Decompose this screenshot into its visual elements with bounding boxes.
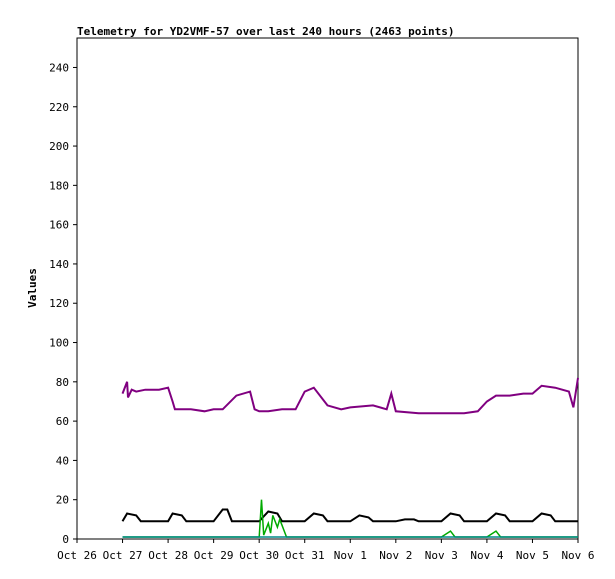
y-tick-label: 80	[56, 376, 69, 389]
y-tick-label: 200	[49, 140, 69, 153]
chart-title: Telemetry for YD2VMF-57 over last 240 ho…	[77, 25, 455, 38]
x-tick-label: Nov 6	[561, 549, 594, 562]
y-axis: 0 20 40 60 80 100 120 140 160 180 200 220 240	[49, 61, 77, 546]
x-tick-label: Oct 31	[285, 549, 325, 562]
y-tick-label: 140	[49, 258, 69, 271]
y-tick-label: 240	[49, 61, 69, 74]
x-tick-label: Oct 26	[57, 549, 97, 562]
plot-frame	[76, 37, 579, 540]
y-tick-label: 100	[49, 337, 69, 350]
y-tick-label: 0	[62, 533, 69, 546]
x-tick-label: Nov 3	[425, 549, 458, 562]
y-tick-label: 160	[49, 219, 69, 232]
series-layer	[121, 377, 579, 538]
y-tick-label: 20	[56, 494, 69, 507]
y-tick-label: 40	[56, 454, 69, 467]
x-tick-label: Nov 5	[516, 549, 549, 562]
series-line-1	[121, 377, 579, 415]
x-tick-label: Oct 30	[239, 549, 279, 562]
x-tick-label: Nov 4	[470, 549, 503, 562]
y-tick-label: 220	[49, 101, 69, 114]
y-tick-label: 60	[56, 415, 69, 428]
y-axis-label: Values	[26, 268, 39, 308]
x-axis: Oct 26 Oct 27 Oct 28 Oct 29 Oct 30 Oct 31 Nov …	[57, 539, 595, 562]
y-tick-label: 120	[49, 297, 69, 310]
y-tick-label: 180	[49, 179, 69, 192]
x-tick-label: Oct 29	[194, 549, 234, 562]
x-tick-label: Oct 28	[148, 549, 188, 562]
series-line-2	[121, 508, 578, 523]
x-tick-label: Oct 27	[103, 549, 143, 562]
x-tick-label: Nov 2	[379, 549, 412, 562]
series-line-3	[122, 499, 578, 538]
x-tick-label: Nov 1	[334, 549, 367, 562]
